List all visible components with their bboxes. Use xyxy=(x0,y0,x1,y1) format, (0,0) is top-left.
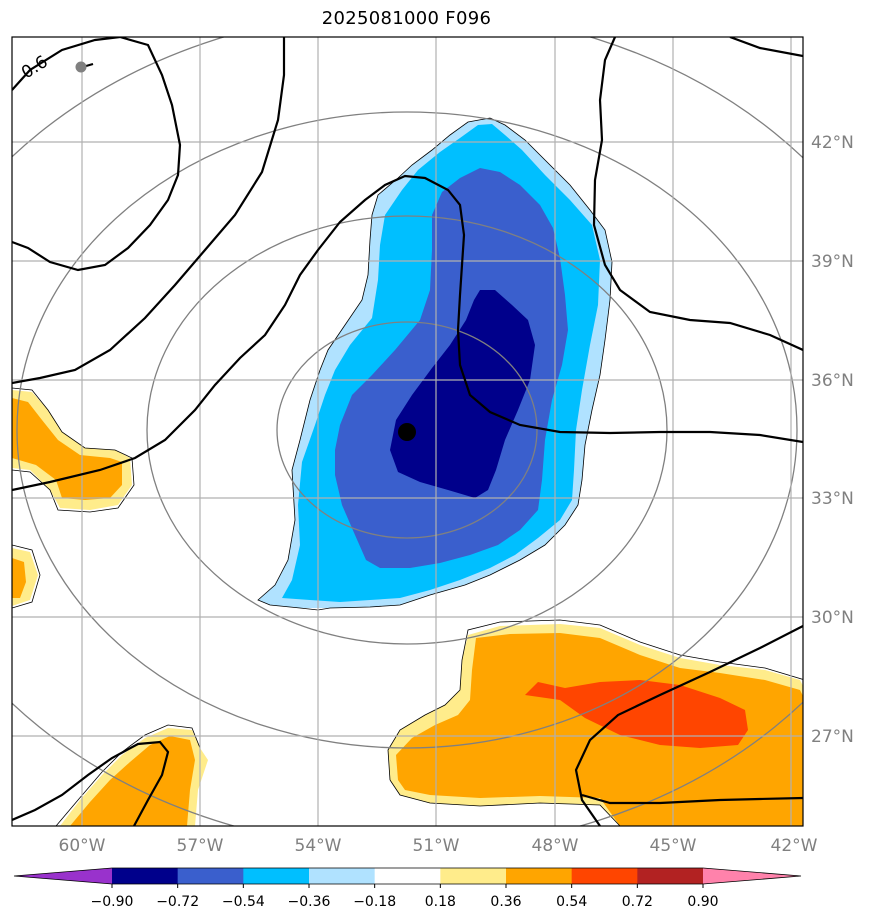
colorbar-segment xyxy=(571,868,638,884)
lat-label: 39°N xyxy=(811,252,854,272)
lat-label: 36°N xyxy=(811,371,854,391)
lat-label: 30°N xyxy=(811,608,854,628)
colorbar-segment xyxy=(309,868,376,884)
colorbar-tick-label: 0.72 xyxy=(622,894,653,910)
lat-label: 33°N xyxy=(811,489,854,509)
negative-anomaly-region xyxy=(257,117,613,611)
colorbar-tick-label: −0.90 xyxy=(91,894,134,910)
range-ring-3 xyxy=(16,111,798,749)
lon-label: 51°W xyxy=(413,836,460,856)
colorbar-tick-label: −0.36 xyxy=(288,894,331,910)
lat-label: 27°N xyxy=(811,727,854,747)
colorbar-tick-label: 0.54 xyxy=(556,894,587,910)
colorbar-extend-low xyxy=(14,868,112,884)
colorbar-segment xyxy=(112,868,179,884)
map-title: 2025081000 F096 xyxy=(321,8,492,29)
contour-lines xyxy=(12,37,803,826)
colorbar-tick-label: −0.18 xyxy=(353,894,396,910)
lon-label: 48°W xyxy=(532,836,579,856)
positive-anomaly-region xyxy=(12,387,803,826)
lon-label: 57°W xyxy=(177,836,224,856)
range-ring-1 xyxy=(276,321,538,539)
colorbar-tick-label: 0.90 xyxy=(687,894,718,910)
map-frame xyxy=(11,36,804,827)
storm-center-marker xyxy=(398,423,416,441)
lat-label: 42°N xyxy=(811,133,854,153)
gridlines xyxy=(12,37,803,826)
secondary-marker xyxy=(75,61,87,73)
colorbar-segment xyxy=(506,868,573,884)
colorbar-tick-label: −0.54 xyxy=(222,894,265,910)
colorbar: −0.90 −0.72 −0.54 −0.36 −0.18 0.18 0.36 0.54 0.7… xyxy=(13,867,802,910)
lon-label: 45°W xyxy=(650,836,697,856)
colorbar-tick-label: 0.18 xyxy=(425,894,456,910)
lon-label: 42°W xyxy=(771,836,818,856)
colorbar-segment xyxy=(440,868,507,884)
lon-label: 60°W xyxy=(59,836,106,856)
colorbar-tick-label: −0.72 xyxy=(156,894,199,910)
range-rings xyxy=(12,37,803,826)
colorbar-tick-label: 0.36 xyxy=(490,894,521,910)
lon-label: 54°W xyxy=(295,836,342,856)
colorbar-segment xyxy=(374,868,441,884)
latitude-labels: 42°N 39°N 36°N 33°N 30°N 27°N xyxy=(811,133,854,747)
colorbar-segment xyxy=(637,868,704,884)
colorbar-extend-high xyxy=(703,868,801,884)
colorbar-segment xyxy=(177,868,244,884)
range-ring-2 xyxy=(146,215,668,645)
colorbar-segment xyxy=(243,868,310,884)
longitude-labels: 60°W 57°W 54°W 51°W 48°W 45°W 42°W xyxy=(59,836,818,856)
